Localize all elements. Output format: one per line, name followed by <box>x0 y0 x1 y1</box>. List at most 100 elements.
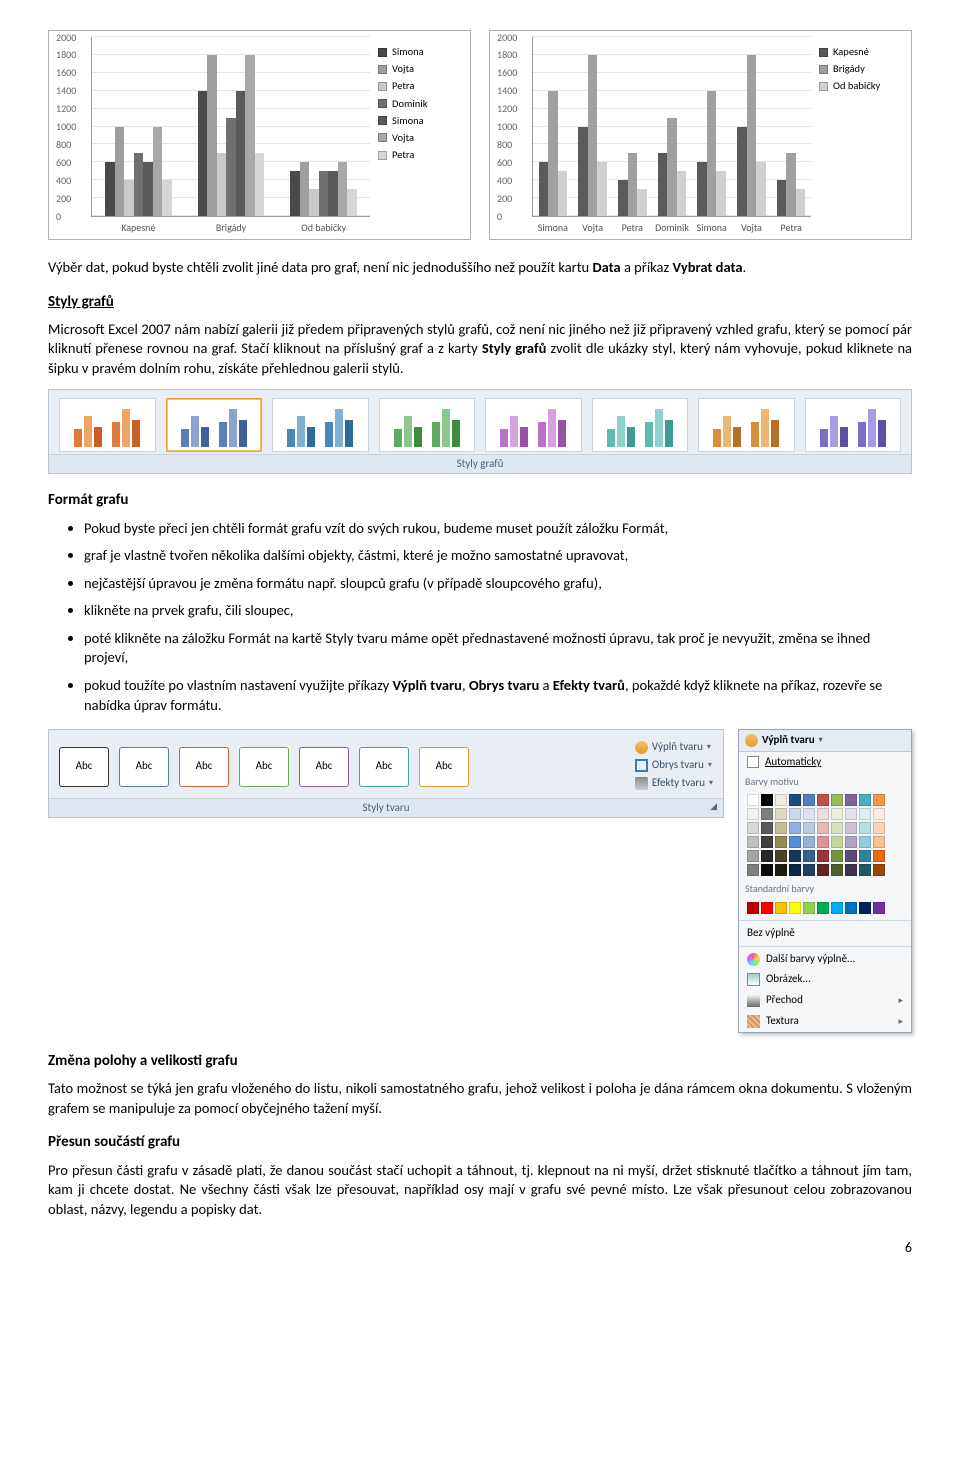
chart-style-thumb[interactable] <box>698 398 795 452</box>
color-swatch[interactable] <box>845 902 857 914</box>
color-swatch[interactable] <box>789 836 801 848</box>
color-swatch[interactable] <box>803 808 815 820</box>
color-swatch[interactable] <box>873 850 885 862</box>
color-swatch[interactable] <box>845 836 857 848</box>
chart-style-thumb[interactable] <box>166 398 263 452</box>
color-swatch[interactable] <box>845 794 857 806</box>
color-swatch[interactable] <box>831 808 843 820</box>
color-swatch[interactable] <box>803 836 815 848</box>
color-swatch[interactable] <box>873 808 885 820</box>
chart-style-thumb[interactable] <box>805 398 902 452</box>
shape-style-abc[interactable]: Abc <box>119 747 169 787</box>
shape-commands: Výplň tvaru ▾ Obrys tvaru ▾ Efekty tvaru… <box>635 740 713 794</box>
color-swatch[interactable] <box>789 794 801 806</box>
color-swatch[interactable] <box>859 902 871 914</box>
color-swatch[interactable] <box>845 850 857 862</box>
color-swatch[interactable] <box>817 822 829 834</box>
color-swatch[interactable] <box>831 902 843 914</box>
shape-style-abc[interactable]: Abc <box>359 747 409 787</box>
color-swatch[interactable] <box>817 864 829 876</box>
shape-style-abc[interactable]: Abc <box>299 747 349 787</box>
color-swatch[interactable] <box>747 850 759 862</box>
color-swatch[interactable] <box>775 808 787 820</box>
shape-style-abc[interactable]: Abc <box>59 747 109 787</box>
color-swatch[interactable] <box>803 864 815 876</box>
color-swatch[interactable] <box>831 850 843 862</box>
list-item: poté klikněte na záložku Formát na kartě… <box>84 629 912 668</box>
cmd-efekty-tvaru[interactable]: Efekty tvaru ▾ <box>635 776 713 791</box>
color-swatch[interactable] <box>817 850 829 862</box>
color-swatch[interactable] <box>845 822 857 834</box>
color-swatch[interactable] <box>817 836 829 848</box>
color-swatch[interactable] <box>873 794 885 806</box>
color-swatch[interactable] <box>789 822 801 834</box>
color-swatch[interactable] <box>775 822 787 834</box>
color-swatch[interactable] <box>775 794 787 806</box>
shape-style-abc[interactable]: Abc <box>239 747 289 787</box>
menu-item-auto[interactable]: Automaticky <box>739 752 911 773</box>
color-swatch[interactable] <box>831 836 843 848</box>
color-swatch[interactable] <box>761 864 773 876</box>
menu-item-obrazek[interactable]: Obrázek... <box>739 969 911 990</box>
color-swatch[interactable] <box>831 864 843 876</box>
color-swatch[interactable] <box>747 822 759 834</box>
menu-item-dalsi-barvy[interactable]: Další barvy výplně... <box>739 949 911 970</box>
color-swatch[interactable] <box>747 902 759 914</box>
chart-style-thumb[interactable] <box>272 398 369 452</box>
color-swatch[interactable] <box>789 850 801 862</box>
color-swatch[interactable] <box>831 822 843 834</box>
color-swatch[interactable] <box>747 864 759 876</box>
color-swatch[interactable] <box>761 794 773 806</box>
color-swatch[interactable] <box>747 836 759 848</box>
color-swatch[interactable] <box>761 822 773 834</box>
shape-style-abc[interactable]: Abc <box>179 747 229 787</box>
cmd-obrys-tvaru[interactable]: Obrys tvaru ▾ <box>635 758 713 773</box>
color-swatch[interactable] <box>803 822 815 834</box>
color-swatch[interactable] <box>873 836 885 848</box>
color-swatch[interactable] <box>859 794 871 806</box>
color-swatch[interactable] <box>761 808 773 820</box>
color-swatch[interactable] <box>761 850 773 862</box>
cmd-vypln-tvaru[interactable]: Výplň tvaru ▾ <box>635 740 713 755</box>
shape-style-abc[interactable]: Abc <box>419 747 469 787</box>
color-swatch[interactable] <box>845 864 857 876</box>
dialog-launcher-icon[interactable]: ◢ <box>710 801 717 813</box>
color-swatch[interactable] <box>859 836 871 848</box>
color-swatch[interactable] <box>859 808 871 820</box>
color-swatch[interactable] <box>803 794 815 806</box>
menu-item-prechod[interactable]: Přechod▸ <box>739 990 911 1011</box>
color-swatch[interactable] <box>873 822 885 834</box>
fill-icon <box>635 741 648 754</box>
lower-ui-row: AbcAbcAbcAbcAbcAbcAbc Výplň tvaru ▾ Obry… <box>48 729 912 1033</box>
chart-style-thumb[interactable] <box>379 398 476 452</box>
color-swatch[interactable] <box>775 850 787 862</box>
color-swatch[interactable] <box>845 808 857 820</box>
color-swatch[interactable] <box>817 902 829 914</box>
color-swatch[interactable] <box>817 808 829 820</box>
color-swatch[interactable] <box>873 864 885 876</box>
color-swatch[interactable] <box>775 864 787 876</box>
menu-item-bez-vyplne[interactable]: Bez výplně <box>739 923 911 944</box>
color-swatch[interactable] <box>789 864 801 876</box>
color-swatch[interactable] <box>761 902 773 914</box>
color-swatch[interactable] <box>859 850 871 862</box>
color-swatch[interactable] <box>831 794 843 806</box>
color-swatch[interactable] <box>761 836 773 848</box>
color-swatch[interactable] <box>859 822 871 834</box>
color-swatch[interactable] <box>747 794 759 806</box>
chart-style-thumb[interactable] <box>485 398 582 452</box>
color-swatch[interactable] <box>873 902 885 914</box>
color-swatch[interactable] <box>803 850 815 862</box>
color-swatch[interactable] <box>775 836 787 848</box>
menu-item-textura[interactable]: Textura▸ <box>739 1011 911 1032</box>
color-swatch[interactable] <box>789 902 801 914</box>
color-swatch[interactable] <box>859 864 871 876</box>
color-swatch[interactable] <box>747 808 759 820</box>
color-swatch[interactable] <box>803 902 815 914</box>
list-item: Pokud byste přeci jen chtěli formát graf… <box>84 519 912 539</box>
color-swatch[interactable] <box>775 902 787 914</box>
chart-style-thumb[interactable] <box>59 398 156 452</box>
color-swatch[interactable] <box>817 794 829 806</box>
color-swatch[interactable] <box>789 808 801 820</box>
chart-style-thumb[interactable] <box>592 398 689 452</box>
